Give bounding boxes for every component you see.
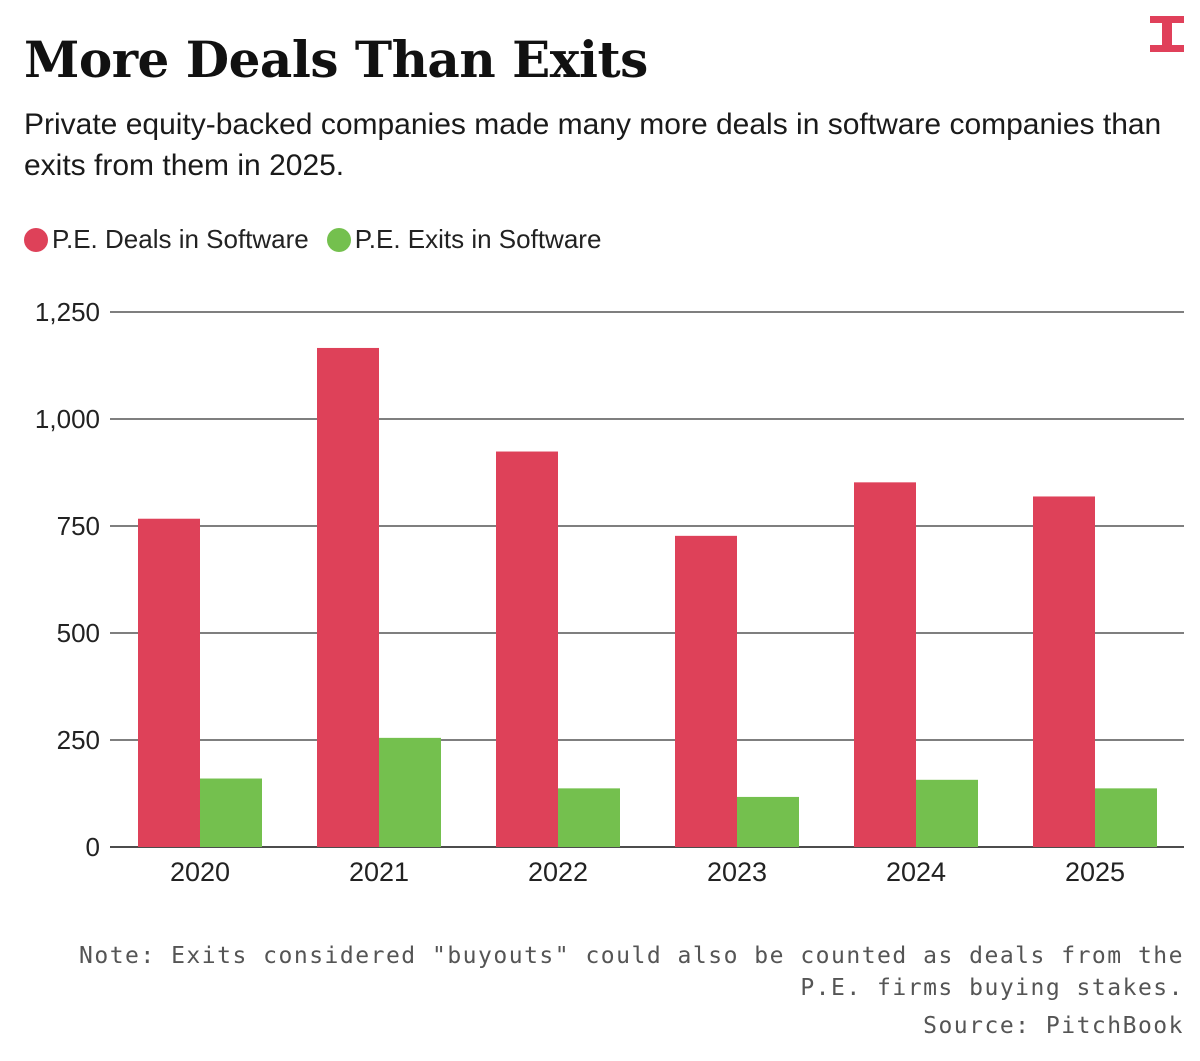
chart-source: Source: PitchBook [923,1013,1184,1039]
bars [138,347,1157,847]
y-tick-label: 250 [57,725,100,755]
x-tick-label: 2025 [1065,857,1125,887]
gridlines [110,311,1184,848]
x-tick-label: 2022 [528,857,588,887]
x-tick-label: 2023 [707,857,767,887]
chart-legend: P.E. Deals in Software P.E. Exits in Sof… [24,224,619,255]
chart-note: Note: Exits considered "buyouts" could a… [79,943,1184,1001]
exits-bar [558,788,620,847]
legend-swatch-deals [24,227,48,252]
deals-bar [675,535,737,847]
axis-labels: 0 250 500 750 1,000 1,250 2020 2021 2022 2023 2024… [35,297,1125,887]
t-logo-icon [1150,16,1184,52]
exits-bar [200,778,262,847]
logo-bar-top [1150,16,1184,23]
legend-label-deals: P.E. Deals in Software [52,224,309,254]
exits-bar [916,779,978,847]
y-tick-label: 1,250 [35,297,100,327]
x-tick-label: 2020 [170,857,230,887]
deals-bar [138,518,200,847]
x-tick-label: 2021 [349,857,409,887]
legend-label-exits: P.E. Exits in Software [354,224,602,254]
legend-swatch-exits [326,227,351,252]
chart-title: More Deals Than Exits [24,30,648,89]
deals-bar [496,451,558,847]
deals-bar [317,347,379,847]
exits-bar [1095,788,1157,847]
y-tick-label: 1,000 [35,404,100,434]
bar-chart: 0 250 500 750 1,000 1,250 2020 2021 2022 2023 2024… [35,297,1184,887]
exits-bar [379,737,441,847]
exits-bar [737,796,799,847]
logo-bar-bottom [1150,45,1184,52]
y-tick-label: 500 [57,618,100,648]
legend-item-deals: P.E. Deals in Software [24,224,309,255]
deals-bar [854,482,916,847]
y-tick-label: 750 [57,511,100,541]
y-tick-label: 0 [86,832,100,862]
x-tick-label: 2024 [886,857,946,887]
chart-subtitle: Private equity-backed companies made man… [24,108,1162,182]
logo-stem [1162,23,1172,45]
legend-item-exits: P.E. Exits in Software [326,224,602,255]
deals-bar [1033,496,1095,847]
